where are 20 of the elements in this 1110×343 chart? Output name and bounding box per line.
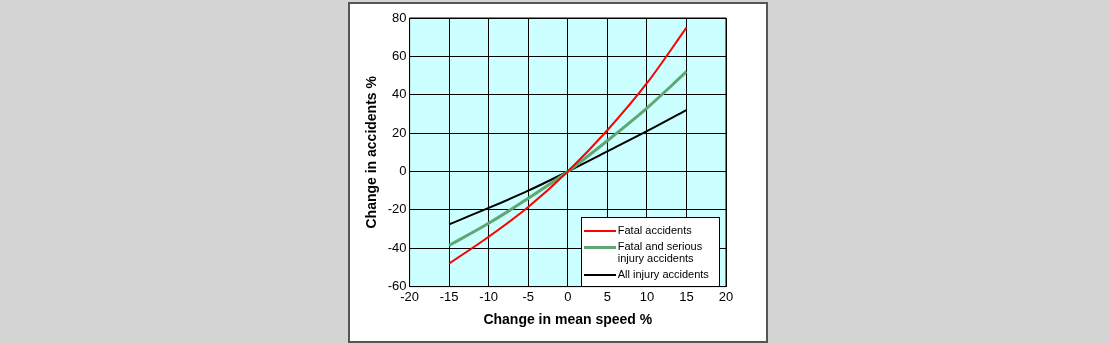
legend-label: All injury accidents [617,267,709,280]
y-tick-label: 60 [392,47,407,63]
x-tick-label: 5 [603,288,611,304]
x-tick-label: 15 [679,288,694,304]
x-tick-label: -10 [479,288,499,304]
x-tick-label: 20 [718,288,734,304]
y-tick-label: -20 [387,201,407,217]
x-axis-title: Change in mean speed % [483,311,653,328]
y-tick-label: 20 [392,124,407,140]
y-tick-label: 40 [392,86,407,102]
legend-label: Fatal and serious injury accidents [617,239,704,264]
x-tick-label: -5 [522,288,535,304]
y-tick-label: 0 [399,163,407,179]
y-tick-label: 80 [392,9,407,25]
x-tick-label: -15 [439,288,459,304]
x-tick-label: 0 [564,288,572,304]
x-tick-label: 10 [639,288,655,304]
y-axis-title: Change in accidents % [363,75,380,229]
y-tick-label: -40 [387,239,407,255]
legend-label: Fatal accidents [617,223,692,236]
